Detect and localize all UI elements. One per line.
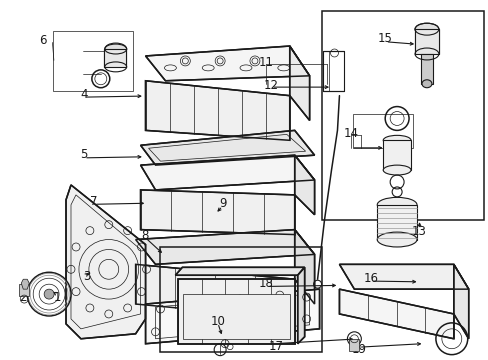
Text: 4: 4: [80, 88, 88, 101]
Text: 7: 7: [90, 195, 97, 208]
Bar: [383, 140, 410, 170]
Polygon shape: [178, 279, 294, 344]
Text: 8: 8: [141, 229, 148, 242]
Polygon shape: [339, 289, 453, 339]
Text: 19: 19: [350, 343, 366, 356]
Text: 13: 13: [411, 225, 426, 238]
Bar: [160, 247, 321, 352]
Polygon shape: [141, 155, 314, 190]
Bar: [321, 11, 483, 220]
Text: 18: 18: [259, 277, 273, 290]
Polygon shape: [141, 130, 314, 165]
Polygon shape: [294, 155, 314, 215]
Polygon shape: [135, 264, 294, 319]
Polygon shape: [453, 264, 468, 339]
Ellipse shape: [376, 232, 416, 247]
Polygon shape: [141, 190, 294, 235]
Polygon shape: [21, 279, 29, 289]
Text: 12: 12: [263, 79, 278, 92]
Polygon shape: [145, 46, 309, 81]
Text: 6: 6: [39, 34, 46, 47]
Polygon shape: [294, 230, 314, 304]
Bar: [376, 205, 416, 239]
Ellipse shape: [104, 43, 126, 55]
Text: 11: 11: [258, 55, 273, 69]
Circle shape: [44, 289, 54, 299]
Bar: [53, 31, 132, 91]
Ellipse shape: [414, 23, 438, 35]
Polygon shape: [66, 185, 145, 339]
Polygon shape: [289, 46, 309, 121]
Polygon shape: [19, 284, 29, 296]
Polygon shape: [175, 267, 304, 275]
Text: 10: 10: [210, 315, 225, 328]
Bar: [353, 113, 412, 148]
Bar: [414, 29, 438, 54]
Text: 2: 2: [20, 291, 27, 305]
Ellipse shape: [421, 80, 431, 88]
Text: 17: 17: [268, 339, 283, 352]
Text: 16: 16: [363, 272, 378, 285]
Text: 14: 14: [343, 127, 358, 140]
Polygon shape: [183, 294, 289, 339]
Bar: [103, 49, 125, 67]
Ellipse shape: [383, 135, 410, 145]
Text: 9: 9: [219, 197, 226, 210]
Ellipse shape: [376, 197, 416, 212]
Text: 1: 1: [54, 291, 61, 305]
Text: 5: 5: [80, 148, 87, 162]
Bar: [349, 339, 359, 351]
Text: 3: 3: [82, 270, 90, 283]
Polygon shape: [145, 289, 319, 344]
Text: 15: 15: [377, 32, 392, 45]
Bar: [420, 54, 432, 84]
Polygon shape: [339, 264, 468, 289]
Polygon shape: [297, 267, 304, 344]
Polygon shape: [145, 81, 289, 140]
Ellipse shape: [383, 165, 410, 175]
Bar: [322, 51, 344, 91]
Polygon shape: [135, 230, 314, 264]
